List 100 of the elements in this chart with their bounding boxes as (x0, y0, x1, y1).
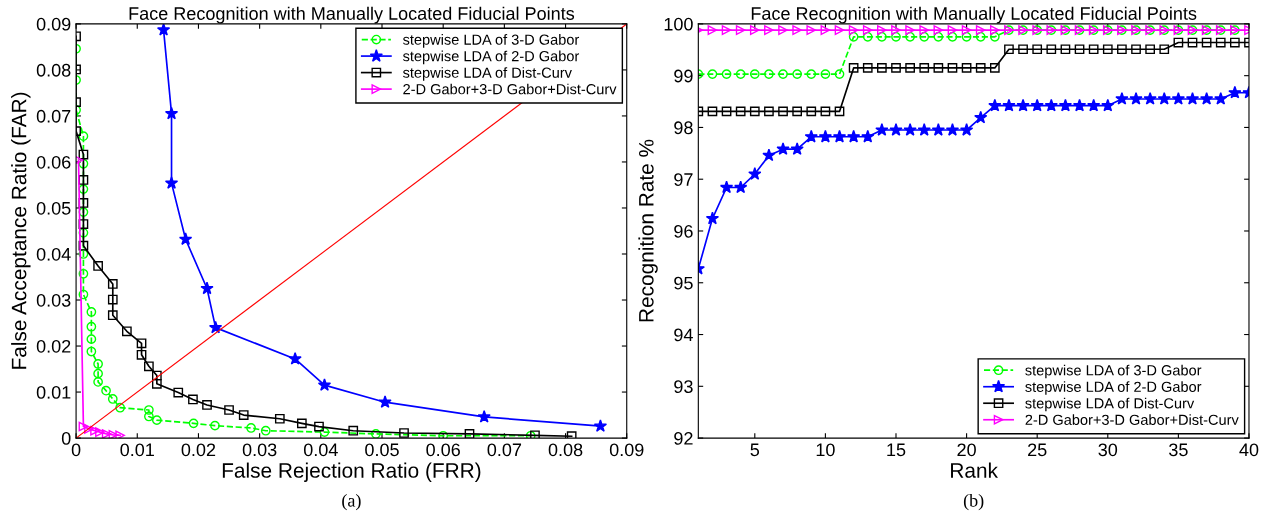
point (260, 425, 271, 436)
point (931, 123, 945, 136)
point (961, 31, 972, 42)
point (86, 307, 97, 317)
point (959, 123, 974, 136)
x-axis-title: False Rejection Ratio (FRR) (222, 462, 481, 482)
point (378, 395, 392, 408)
point (792, 25, 803, 35)
point (721, 69, 732, 79)
point (122, 326, 132, 337)
point (78, 131, 89, 142)
point (905, 63, 915, 73)
point (919, 63, 930, 73)
point (107, 279, 118, 289)
point (1117, 44, 1127, 55)
point (707, 69, 718, 79)
point (1072, 98, 1087, 112)
point (1087, 98, 1101, 112)
point (90, 425, 100, 436)
point (778, 106, 788, 117)
point (776, 142, 790, 155)
y-tick-label: 0.02 (36, 339, 71, 353)
point (792, 69, 803, 79)
point (903, 123, 917, 136)
point (862, 63, 873, 73)
point (862, 25, 873, 35)
point (975, 63, 986, 73)
point (115, 430, 125, 439)
point (917, 123, 931, 136)
point (989, 31, 1000, 42)
y-tick-label: 98 (674, 121, 693, 135)
point (792, 106, 803, 117)
point (933, 63, 944, 73)
point (1016, 98, 1030, 112)
text: (b) (963, 493, 984, 511)
point (1004, 44, 1014, 55)
point (1018, 44, 1028, 55)
point (319, 427, 330, 437)
x-tick-label: 10 (816, 443, 835, 457)
point (208, 320, 223, 334)
point (1145, 44, 1156, 55)
point (107, 294, 118, 305)
point (1058, 98, 1073, 112)
point (764, 25, 774, 35)
point (86, 321, 97, 332)
point (1044, 98, 1058, 112)
point (144, 411, 154, 422)
point (156, 23, 171, 36)
point (861, 129, 875, 143)
point (86, 334, 97, 344)
point (210, 420, 220, 431)
point (749, 106, 760, 117)
y-tick-label: 0 (61, 432, 71, 445)
point (314, 421, 324, 432)
point (144, 361, 154, 372)
point (945, 123, 960, 136)
point (862, 31, 873, 42)
point (86, 346, 97, 357)
point (78, 158, 89, 169)
point (238, 410, 249, 420)
point (961, 63, 972, 73)
point (877, 25, 887, 35)
point (477, 409, 491, 423)
y-tick-label: 0.05 (36, 201, 71, 215)
point (151, 415, 162, 425)
point (749, 69, 760, 79)
point (721, 25, 732, 35)
point (78, 240, 89, 251)
legend-label: stepwise LDA of Dist-Curv (402, 67, 572, 81)
point (151, 378, 162, 389)
point (975, 31, 986, 42)
point (78, 149, 89, 160)
point (875, 123, 889, 136)
point (1046, 44, 1057, 55)
point (1032, 44, 1043, 55)
point (974, 110, 988, 124)
y-tick-label: 92 (674, 432, 693, 445)
chart-title: Face Recognition with Manually Located Fiducial Points (751, 6, 1197, 24)
point (93, 368, 103, 379)
legend-label: stepwise LDA of 2-D Gabor (402, 50, 580, 65)
point (848, 25, 859, 35)
point (296, 418, 307, 429)
point (889, 123, 903, 136)
point (834, 69, 845, 79)
y-tick-label: 96 (674, 224, 693, 238)
point (1030, 98, 1044, 112)
point (1214, 92, 1228, 105)
chart-title: Face Recognition with Manually Located Fiducial Points (129, 6, 575, 24)
point (832, 129, 847, 143)
point (1157, 92, 1171, 105)
point (820, 25, 831, 35)
point (1101, 98, 1115, 112)
point (933, 25, 944, 35)
legend-label: stepwise LDA of 2-D Gabor (1025, 381, 1202, 395)
point (749, 25, 760, 35)
point (947, 31, 958, 42)
point (144, 405, 154, 415)
point (224, 405, 234, 415)
point (1159, 44, 1170, 55)
point (820, 69, 831, 79)
